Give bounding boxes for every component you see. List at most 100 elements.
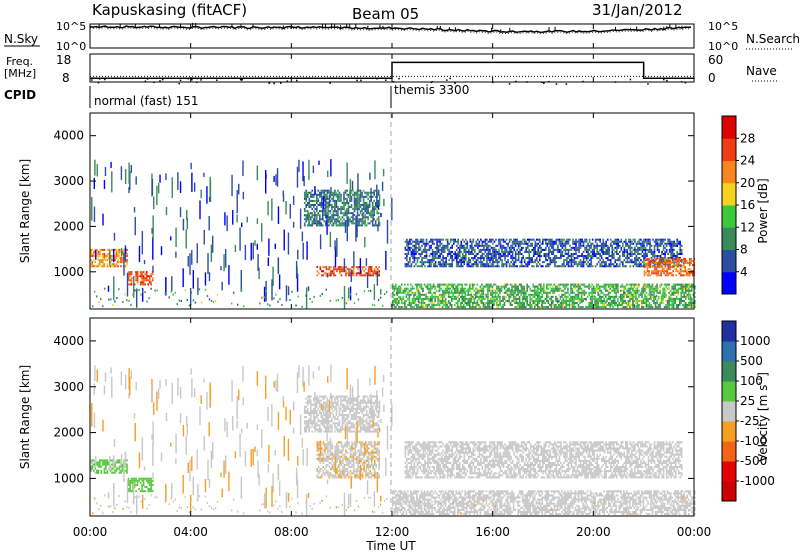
cell	[489, 240, 491, 243]
cell	[625, 250, 627, 253]
cell	[633, 293, 636, 296]
cell	[650, 244, 653, 247]
cell	[653, 301, 655, 305]
cell	[139, 271, 142, 274]
cell	[496, 287, 498, 290]
cell	[123, 252, 125, 276]
cell	[517, 250, 520, 253]
cell	[349, 212, 351, 215]
cell	[675, 274, 677, 277]
date-label: 31/Jan/2012	[592, 1, 683, 19]
cell	[547, 283, 550, 286]
cell	[533, 287, 536, 290]
cell	[545, 257, 547, 260]
cell	[574, 285, 577, 288]
cell	[94, 467, 97, 470]
cell	[452, 287, 454, 290]
cell	[358, 224, 360, 227]
cell	[672, 306, 675, 309]
cell	[582, 257, 585, 260]
cell	[579, 306, 581, 309]
cell	[365, 195, 368, 198]
station-title: Kapuskasing (fitACF)	[92, 1, 247, 19]
cell	[469, 289, 471, 292]
cell	[448, 259, 450, 262]
cell	[504, 252, 506, 256]
cell	[576, 240, 579, 243]
cell	[190, 291, 193, 294]
cell	[579, 291, 581, 294]
cell	[649, 260, 652, 263]
cell	[679, 264, 682, 267]
cell	[474, 257, 476, 260]
cell	[567, 250, 570, 253]
cell	[97, 463, 100, 466]
cell	[558, 293, 560, 296]
cell	[478, 295, 480, 298]
cell	[396, 297, 399, 300]
cell	[581, 265, 583, 268]
cell	[528, 263, 531, 266]
cell	[676, 240, 678, 243]
cell	[650, 293, 652, 296]
cell	[114, 248, 116, 251]
cell	[446, 287, 448, 290]
cell	[566, 263, 568, 266]
cell	[463, 257, 466, 260]
cell	[483, 240, 485, 243]
cell	[348, 268, 350, 271]
cell	[406, 255, 408, 258]
cell	[554, 240, 556, 243]
cell	[407, 240, 410, 243]
cell	[623, 265, 626, 268]
cell	[609, 263, 612, 266]
cell	[680, 250, 683, 253]
cell	[331, 214, 333, 217]
cell	[448, 263, 450, 266]
cell	[437, 261, 440, 264]
cell	[312, 193, 315, 196]
cell	[687, 302, 690, 305]
cell	[440, 250, 443, 253]
cell	[368, 191, 371, 194]
cell	[141, 273, 143, 276]
cell	[353, 218, 356, 221]
cell	[634, 246, 636, 249]
cell	[688, 274, 691, 277]
cell	[405, 295, 408, 298]
cell	[111, 459, 113, 462]
cell	[346, 208, 348, 211]
cell	[640, 265, 642, 268]
cell	[398, 287, 400, 290]
cell	[613, 301, 616, 305]
cell	[593, 250, 595, 253]
cell	[597, 293, 599, 296]
cell	[436, 252, 438, 256]
cell	[413, 291, 415, 294]
cell	[489, 257, 491, 260]
cell	[427, 265, 429, 268]
cell	[328, 189, 330, 192]
cell	[487, 263, 490, 266]
cell	[580, 295, 583, 298]
cell	[367, 270, 370, 273]
cell	[626, 248, 629, 251]
cell	[636, 289, 639, 292]
cell	[462, 299, 465, 302]
freq-dot	[296, 79, 298, 82]
cell	[309, 191, 312, 194]
cell	[115, 461, 118, 464]
cell	[305, 210, 308, 213]
cell	[315, 220, 318, 223]
cell	[610, 283, 613, 286]
cell	[511, 244, 514, 247]
cell	[105, 467, 107, 470]
cell	[550, 304, 553, 307]
cell	[120, 265, 122, 268]
cell	[505, 242, 508, 245]
cell	[564, 287, 566, 290]
cell	[623, 293, 625, 296]
cell	[118, 469, 121, 472]
cell	[517, 287, 519, 290]
cell	[508, 301, 510, 305]
